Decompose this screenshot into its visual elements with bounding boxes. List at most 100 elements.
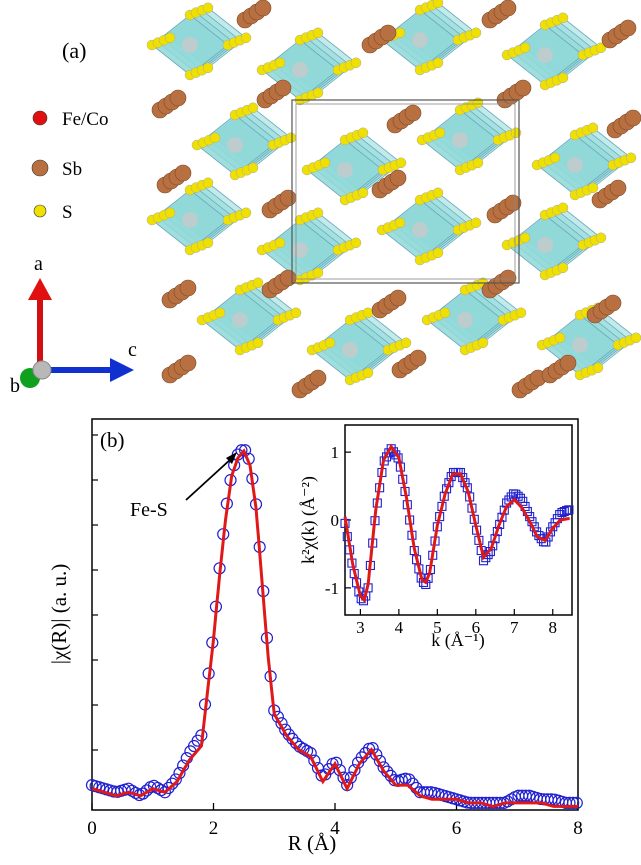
crystal-axes: a c b bbox=[10, 253, 137, 397]
axis-a-arrowhead bbox=[28, 278, 52, 300]
main-data-point bbox=[169, 773, 182, 786]
main-x-axis-label: R (Å) bbox=[288, 831, 336, 855]
inset-data-point bbox=[564, 505, 574, 515]
s-atom bbox=[595, 232, 607, 244]
s-atom bbox=[312, 87, 324, 99]
main-data-point bbox=[570, 796, 583, 809]
metal-atom bbox=[292, 62, 308, 78]
s-atom bbox=[432, 247, 444, 259]
sb-chain-21 bbox=[291, 369, 327, 399]
inset-fit-line bbox=[343, 443, 570, 604]
sb-chain-24 bbox=[541, 354, 577, 384]
inset-data-point bbox=[518, 496, 528, 506]
metal-atom bbox=[182, 37, 198, 53]
main-data-point bbox=[563, 796, 576, 809]
sb-chain-17 bbox=[371, 289, 407, 319]
polyhedron-13 bbox=[196, 277, 302, 356]
sb-chain-4 bbox=[601, 19, 637, 49]
inset-data-point bbox=[545, 527, 556, 537]
s-atom bbox=[549, 152, 561, 164]
metal-atom bbox=[567, 157, 583, 173]
metal-atom bbox=[337, 162, 353, 178]
sb-atom bbox=[279, 269, 297, 287]
axis-a-label: a bbox=[34, 253, 43, 275]
s-atom bbox=[357, 127, 369, 139]
metal-atom bbox=[292, 242, 308, 258]
sb-atom bbox=[389, 169, 407, 187]
metal-atom bbox=[537, 237, 553, 253]
s-atom bbox=[625, 152, 637, 164]
sb-chain-7 bbox=[386, 104, 422, 134]
polyhedron-9 bbox=[146, 177, 252, 256]
inset-y-tick-label-0: 0 bbox=[331, 511, 340, 530]
sb-atom bbox=[499, 0, 517, 17]
polyhedron-6 bbox=[301, 127, 407, 206]
sb-chain-20 bbox=[161, 354, 197, 384]
s-atom bbox=[394, 27, 406, 39]
sb-chain-16 bbox=[261, 269, 297, 299]
inset-data-point bbox=[358, 596, 369, 606]
inset-x-tick-label-5: 5 bbox=[433, 618, 442, 637]
metal-atom bbox=[182, 212, 198, 228]
sb-chain-11 bbox=[261, 189, 297, 219]
axis-origin bbox=[32, 360, 52, 380]
inset-x-axis-label: k (Å⁻¹) bbox=[431, 630, 484, 651]
s-atom bbox=[324, 337, 336, 349]
sb-chain-13 bbox=[486, 194, 522, 224]
s-atom bbox=[285, 132, 297, 144]
inset-x-tick-label-6: 6 bbox=[472, 618, 481, 637]
element-legend: Fe/Co Sb S bbox=[31, 109, 108, 223]
s-atom bbox=[519, 42, 531, 54]
inset-data-point bbox=[562, 505, 572, 516]
s-atom bbox=[470, 27, 482, 39]
s-atom bbox=[290, 307, 302, 319]
s-atom bbox=[312, 207, 324, 219]
sb-chain-10 bbox=[156, 164, 192, 194]
polyhedron-1 bbox=[146, 2, 252, 81]
main-x-tick-label-2: 2 bbox=[209, 818, 219, 839]
s-atom bbox=[319, 157, 331, 169]
inset-data-point bbox=[513, 491, 523, 501]
legend-marker-sb bbox=[31, 159, 49, 177]
peak-annotation-arrowhead bbox=[226, 452, 237, 464]
s-atom bbox=[362, 367, 374, 379]
s-atom bbox=[587, 122, 599, 134]
sb-atom bbox=[404, 104, 422, 122]
sb-atom bbox=[389, 289, 407, 307]
s-atom bbox=[209, 132, 221, 144]
s-atom bbox=[247, 162, 259, 174]
sb-chain-22 bbox=[391, 349, 427, 379]
sb-atom bbox=[604, 294, 622, 312]
main-fit-line bbox=[91, 448, 578, 808]
s-atom bbox=[252, 277, 264, 289]
s-atom bbox=[214, 307, 226, 319]
s-atom bbox=[252, 337, 264, 349]
main-data-point bbox=[162, 781, 175, 795]
sb-chain-19 bbox=[586, 294, 622, 324]
legend-label-fe-co: Fe/Co bbox=[62, 109, 108, 130]
s-atom bbox=[362, 307, 374, 319]
main-y-axis-label: |χ(R)| (a. u.) bbox=[47, 564, 71, 665]
sb-atom bbox=[169, 89, 187, 107]
unit-cell-inner-outline bbox=[295, 103, 516, 280]
sb-chain-1 bbox=[236, 0, 272, 29]
s-atom bbox=[432, 57, 444, 69]
sb-chain-6 bbox=[256, 79, 292, 109]
s-atom bbox=[274, 237, 286, 249]
metal-atom bbox=[457, 312, 473, 328]
s-atom bbox=[557, 202, 569, 214]
sb-atom bbox=[179, 354, 197, 372]
inset-x-tick-label-4: 4 bbox=[395, 618, 404, 637]
s-atom bbox=[247, 102, 259, 114]
s-atom bbox=[587, 182, 599, 194]
metal-atom bbox=[412, 222, 428, 238]
s-atom bbox=[164, 207, 176, 219]
main-y-ticks bbox=[92, 434, 98, 751]
sb-chain-9 bbox=[606, 109, 641, 139]
s-atom bbox=[472, 157, 484, 169]
inset-data-point bbox=[559, 506, 569, 517]
inset-data-point bbox=[515, 493, 525, 503]
s-atom bbox=[630, 332, 641, 344]
sb-atom bbox=[274, 79, 292, 97]
